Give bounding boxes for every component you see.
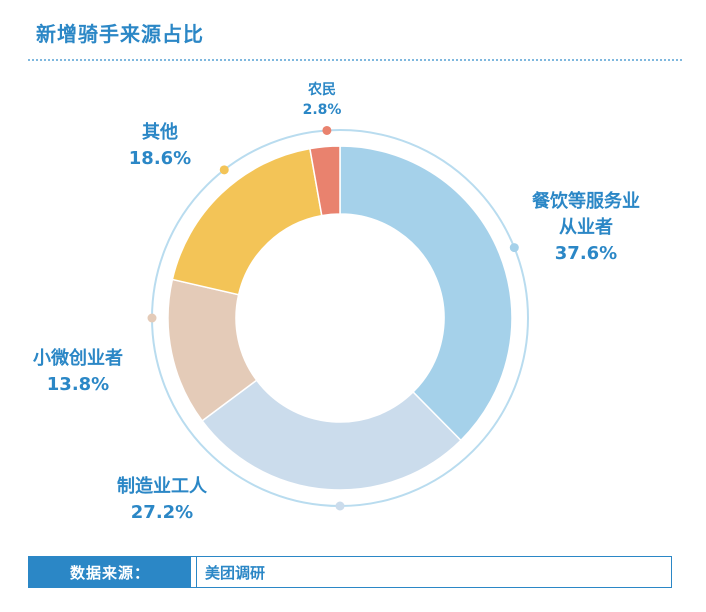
- source-footer: 数据来源： 美团调研: [28, 556, 672, 588]
- slice-category-label: 制造业工人: [117, 475, 208, 497]
- slice-category-label: 餐饮等服务业: [531, 190, 640, 212]
- slice-marker-dot: [509, 243, 519, 253]
- slice-category-label: 从业者: [559, 217, 613, 238]
- slice-percent-label: 2.8%: [303, 102, 342, 118]
- source-value: 美团调研: [205, 563, 266, 582]
- slice-category-label: 小微创业者: [33, 347, 123, 369]
- page-title: 新增骑手来源占比: [36, 22, 204, 46]
- source-label: 数据来源：: [29, 557, 191, 587]
- slice-percent-label: 27.2%: [131, 502, 193, 523]
- slice-percent-label: 37.6%: [555, 243, 617, 264]
- slice-marker-dot: [322, 125, 332, 135]
- slice-category-label: 其他: [142, 121, 178, 143]
- donut-slice: [171, 147, 323, 296]
- slice-marker-dot: [219, 165, 229, 175]
- donut-slice: [201, 379, 462, 491]
- donut-slice: [309, 145, 341, 217]
- footer-separator: [191, 557, 197, 587]
- slice-percent-label: 18.6%: [129, 148, 191, 169]
- donut-slice: [339, 145, 513, 442]
- slice-marker-dot: [147, 313, 157, 323]
- slice-category-label: 农民: [307, 81, 336, 98]
- slice-percent-label: 13.8%: [47, 374, 109, 395]
- title-divider: [28, 59, 682, 61]
- slice-marker-dot: [335, 501, 345, 511]
